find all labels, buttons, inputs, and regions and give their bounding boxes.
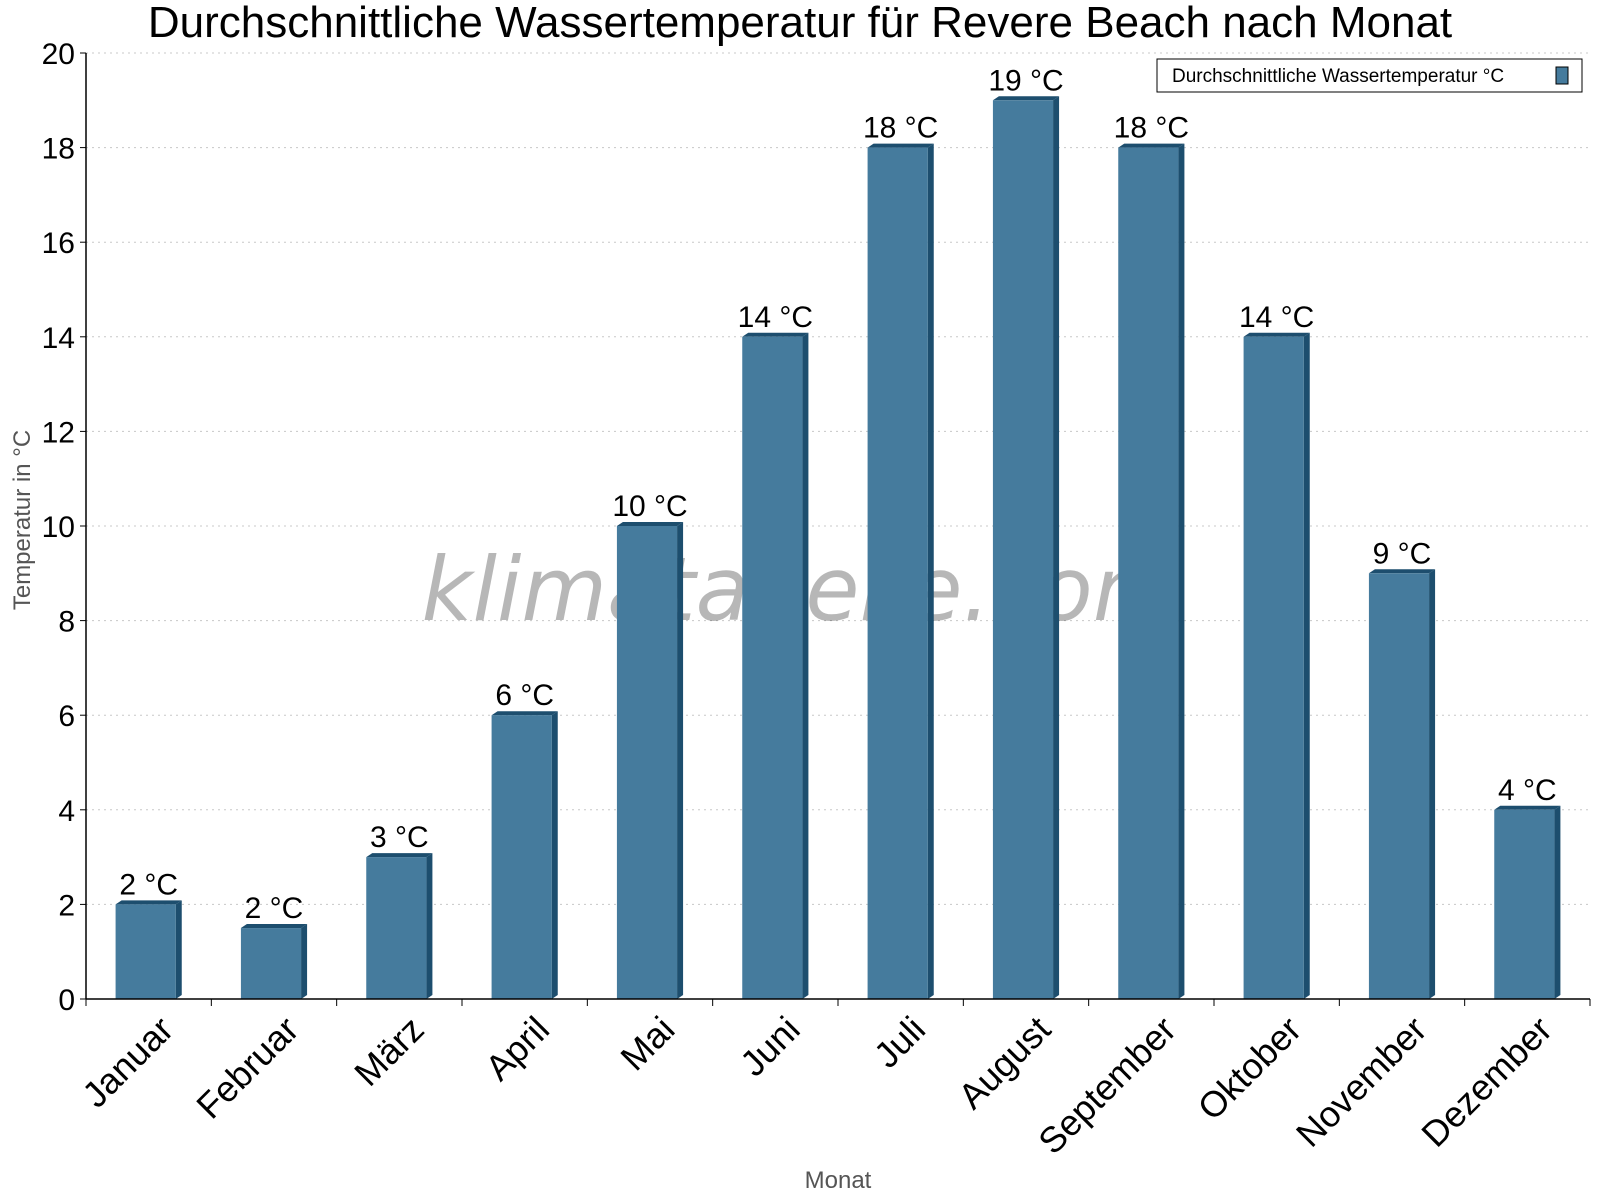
x-tick-label: März — [346, 1008, 432, 1094]
x-tick-label: April — [477, 1008, 557, 1088]
bar-front — [616, 526, 678, 999]
bar-front — [1118, 147, 1179, 1000]
x-tick-label: Juni — [732, 1008, 808, 1084]
bar-side — [802, 332, 809, 999]
bar-top — [867, 143, 934, 148]
legend-label: Durchschnittliche Wassertemperatur °C — [1172, 66, 1504, 87]
data-label: 14 °C — [1239, 301, 1314, 334]
data-label: 14 °C — [738, 301, 813, 334]
bar-front — [992, 100, 1054, 1000]
bar-top — [240, 924, 308, 929]
bar-side — [301, 924, 308, 999]
bar-front — [742, 336, 803, 999]
bar-side — [551, 711, 558, 999]
bar-top — [115, 900, 182, 905]
bar — [1368, 569, 1436, 999]
y-tick-label: 12 — [42, 416, 75, 449]
data-label: 19 °C — [988, 64, 1063, 97]
bar-front — [1368, 573, 1430, 999]
bar-front — [867, 147, 928, 1000]
bars — [115, 96, 1561, 1000]
chart-title: Durchschnittliche Wassertemperatur für R… — [148, 0, 1452, 47]
bar-top — [1494, 805, 1561, 810]
y-tick-label: 4 — [58, 795, 75, 828]
x-tick-label: August — [950, 1008, 1058, 1116]
bar — [992, 96, 1060, 1000]
bar-side — [1303, 332, 1310, 999]
data-label: 2 °C — [119, 868, 178, 901]
bar-side — [927, 143, 934, 1000]
bar — [1118, 143, 1185, 1000]
x-tick-labels: Januar Februar März April Mai Juni Juli AugustS… — [74, 1008, 1560, 1162]
bar — [366, 853, 433, 999]
bar — [115, 900, 182, 999]
bar — [491, 711, 558, 999]
y-tick-label: 14 — [42, 322, 75, 355]
data-label: 6 °C — [495, 679, 554, 712]
bar — [240, 924, 308, 999]
bar-side — [1554, 805, 1561, 999]
data-label: 18 °C — [1114, 112, 1189, 145]
bar-front — [491, 715, 552, 999]
y-tick-label: 8 — [58, 606, 75, 639]
bar-top — [742, 332, 809, 337]
bar — [742, 332, 809, 999]
bar-side — [426, 853, 433, 999]
bar-side — [175, 900, 182, 999]
x-tick-label: Dezember — [1413, 1008, 1559, 1154]
x-tick-label: September — [1030, 1008, 1184, 1162]
x-axis-title: Monat — [805, 1167, 872, 1194]
y-axis-title: Temperatur in °C — [9, 430, 36, 610]
legend: Durchschnittliche Wassertemperatur °C — [1156, 58, 1583, 93]
y-tick-label: 2 — [58, 889, 75, 922]
x-tick-label: Mai — [612, 1008, 682, 1078]
bar-top — [992, 96, 1060, 101]
legend-swatch — [1555, 66, 1569, 85]
bar-front — [240, 928, 302, 999]
bar — [1243, 332, 1310, 999]
y-tick-label: 18 — [42, 133, 75, 166]
bar-top — [366, 853, 433, 858]
data-label: 18 °C — [863, 112, 938, 145]
bar-side — [1429, 569, 1436, 999]
bar-front — [366, 857, 427, 999]
x-tick-label: Februar — [188, 1008, 306, 1126]
bar-front — [115, 904, 176, 999]
y-tick-label: 0 — [58, 984, 75, 1017]
bar-top — [491, 711, 558, 716]
data-labels: 2 °C 2 °C 3 °C 6 °C 10 °C 14 °C 18 °C 19 °C 18 °… — [119, 64, 1556, 925]
x-tick-label: November — [1288, 1008, 1434, 1154]
bar-front — [1494, 809, 1555, 999]
axes — [80, 52, 1591, 1006]
bar — [616, 522, 684, 999]
y-tick-label: 16 — [42, 227, 75, 260]
y-tick-label: 20 — [42, 38, 75, 71]
bar — [1494, 805, 1561, 999]
data-label: 3 °C — [370, 821, 429, 854]
data-label: 2 °C — [245, 892, 304, 925]
grid-lines — [86, 52, 1590, 905]
bar-side — [1178, 143, 1185, 1000]
x-tick-label: Oktober — [1190, 1008, 1310, 1128]
x-tick-label: Juli — [866, 1008, 933, 1075]
legend-box — [1156, 58, 1583, 93]
y-tick-label: 6 — [58, 700, 75, 733]
x-tick-label: Januar — [74, 1008, 181, 1115]
bar-top — [1118, 143, 1185, 148]
data-label: 10 °C — [612, 490, 687, 523]
bar-top — [1368, 569, 1436, 574]
bar — [867, 143, 934, 1000]
data-label: 4 °C — [1498, 774, 1557, 807]
bar-top — [616, 522, 684, 526]
bar-side — [1053, 96, 1060, 1000]
y-tick-labels: 0 2 4 6 8 10 12 14 16 18 20 — [42, 38, 75, 1017]
bar-top — [1243, 332, 1310, 337]
y-tick-label: 10 — [42, 511, 75, 544]
bar-front — [1243, 336, 1304, 999]
data-label: 9 °C — [1373, 537, 1432, 570]
bar-side — [677, 522, 684, 999]
